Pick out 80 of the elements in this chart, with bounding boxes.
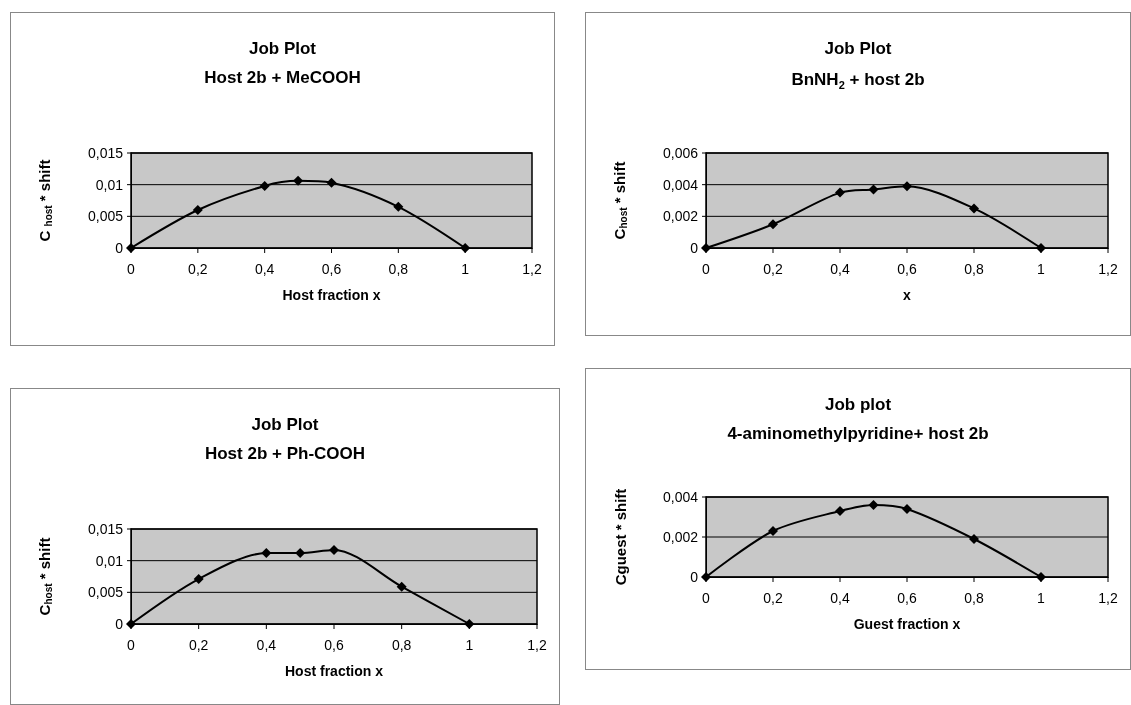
chart-title: Job Plot	[248, 39, 317, 58]
point	[969, 203, 979, 214]
x-tick-label: 1	[1037, 261, 1046, 277]
x-tick-label: 0,6	[897, 590, 917, 606]
y-axis-title: Chost * shift	[35, 537, 54, 616]
chart-subtitle: Host 2b + MeCOOH	[204, 68, 361, 87]
y-tick-label: 0	[690, 240, 699, 256]
point	[326, 177, 337, 188]
x-tick-label: 0,8	[388, 261, 409, 277]
point	[969, 534, 979, 544]
point	[192, 205, 203, 215]
x-axis-title: Host fraction x	[284, 663, 384, 679]
y-tick-label: 0,015	[87, 521, 124, 537]
y-tick-label: 0,01	[95, 552, 124, 569]
point	[902, 504, 912, 514]
point	[329, 544, 339, 555]
y-tick-label: 0,015	[87, 145, 124, 161]
x-tick-label: 1,2	[1098, 261, 1118, 277]
point	[460, 243, 471, 253]
point	[396, 581, 407, 592]
y-tick-label: 0,006	[662, 145, 699, 161]
y-tick-label: 0,005	[87, 208, 124, 225]
point	[902, 181, 912, 192]
x-axis-title: Guest fraction x	[853, 616, 961, 632]
point	[835, 187, 845, 198]
y-tick-label: 0,002	[662, 529, 699, 545]
x-tick-label: 0,2	[763, 590, 783, 606]
x-tick-label: 0	[127, 261, 136, 277]
point	[768, 526, 778, 536]
y-axis-title: C host * shift	[35, 159, 54, 242]
y-tick-label: 0,002	[662, 208, 699, 225]
y-tick-label: 0,005	[87, 584, 124, 601]
x-axis-title: Host fraction x	[282, 287, 381, 303]
point	[393, 201, 404, 212]
y-tick-label: 0	[115, 240, 124, 256]
x-tick-label: 0,4	[256, 637, 277, 653]
y-tick-label: 0,004	[662, 176, 699, 193]
x-tick-label: 0,2	[763, 261, 783, 277]
x-tick-label: 0,2	[188, 261, 208, 277]
point	[193, 574, 204, 585]
x-tick-label: 0,2	[188, 637, 209, 653]
y-tick-label: 0	[690, 569, 699, 585]
point	[835, 506, 845, 516]
y-axis-title: Chost * shift	[610, 161, 629, 240]
chart-subtitle: Host 2b + Ph-COOH	[204, 444, 366, 463]
x-tick-label: 0,4	[830, 261, 850, 277]
chart-subtitle: 4-aminomethylpyridine+ host 2b	[727, 424, 989, 443]
x-tick-label: 0,6	[324, 637, 344, 653]
x-tick-label: 0,6	[321, 261, 342, 277]
point	[464, 619, 475, 629]
chart-title: Job Plot	[251, 415, 319, 434]
x-tick-label: 0	[702, 261, 711, 277]
x-tick-label: 0,6	[897, 261, 917, 277]
x-tick-label: 0,4	[254, 261, 275, 277]
chart-title: Job Plot	[824, 39, 892, 58]
x-tick-label: 0	[127, 637, 136, 653]
y-axis-title: Cguest * shift	[612, 488, 629, 586]
x-tick-label: 1,2	[527, 637, 547, 653]
y-tick-label: 0	[115, 616, 124, 632]
point	[868, 500, 879, 510]
x-tick-label: 0,8	[964, 590, 984, 606]
point	[259, 180, 270, 191]
point	[293, 175, 304, 186]
y-tick-label: 0,01	[95, 176, 124, 193]
x-tick-label: 0,8	[964, 261, 984, 277]
x-tick-label: 0,8	[391, 637, 412, 653]
chart-title: Job plot	[824, 395, 892, 414]
x-tick-label: 1	[465, 637, 474, 653]
point	[868, 184, 879, 195]
x-tick-label: 1,2	[1098, 590, 1118, 606]
point	[768, 219, 778, 230]
x-tick-label: 1	[1037, 590, 1046, 606]
point	[295, 548, 306, 559]
y-tick-label: 0,004	[662, 489, 699, 505]
x-tick-label: 0,4	[830, 590, 850, 606]
point	[261, 548, 272, 559]
x-tick-label: 0	[702, 590, 711, 606]
x-tick-label: 1,2	[522, 261, 542, 277]
x-axis-title: x	[903, 287, 912, 303]
x-tick-label: 1	[461, 261, 470, 277]
